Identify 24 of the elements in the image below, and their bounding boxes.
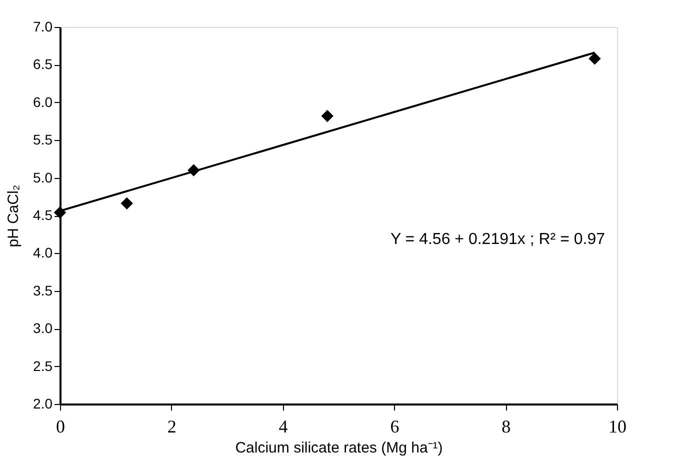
y-tick-label: 2.5 <box>33 358 53 374</box>
y-tick-label: 3.5 <box>33 282 53 298</box>
x-tick-label: 4 <box>278 416 288 436</box>
annotation: Y = 4.56 + 0.2191x ; R² = 0.97 <box>390 231 606 248</box>
y-tick-label: 4.0 <box>33 244 53 261</box>
point <box>321 110 334 122</box>
y-tick-label: 2.0 <box>33 396 53 412</box>
point <box>588 52 601 65</box>
y-tick-label: 3.0 <box>33 320 53 336</box>
y-axis-title: pH CaCl₂ <box>5 184 22 248</box>
y-tick-label: 6.0 <box>33 94 53 110</box>
y-tick-label: 7.0 <box>33 18 53 34</box>
x-tick-label: 8 <box>502 416 511 436</box>
y-tick-label: 5.0 <box>33 169 53 186</box>
x-axis-title: Calcium silicate rates (Mg ha⁻¹) <box>235 440 443 456</box>
x-tick-label: 10 <box>608 416 626 436</box>
y-tick-label: 6.5 <box>33 56 53 72</box>
point <box>120 197 133 210</box>
y-tick-label: 5.5 <box>33 132 53 148</box>
y-tick-label: 4.5 <box>33 207 53 223</box>
x-tick-label: 0 <box>56 416 65 436</box>
x-tick-label: 2 <box>167 416 176 436</box>
point <box>54 206 66 219</box>
x-tick-label: 6 <box>390 416 400 436</box>
